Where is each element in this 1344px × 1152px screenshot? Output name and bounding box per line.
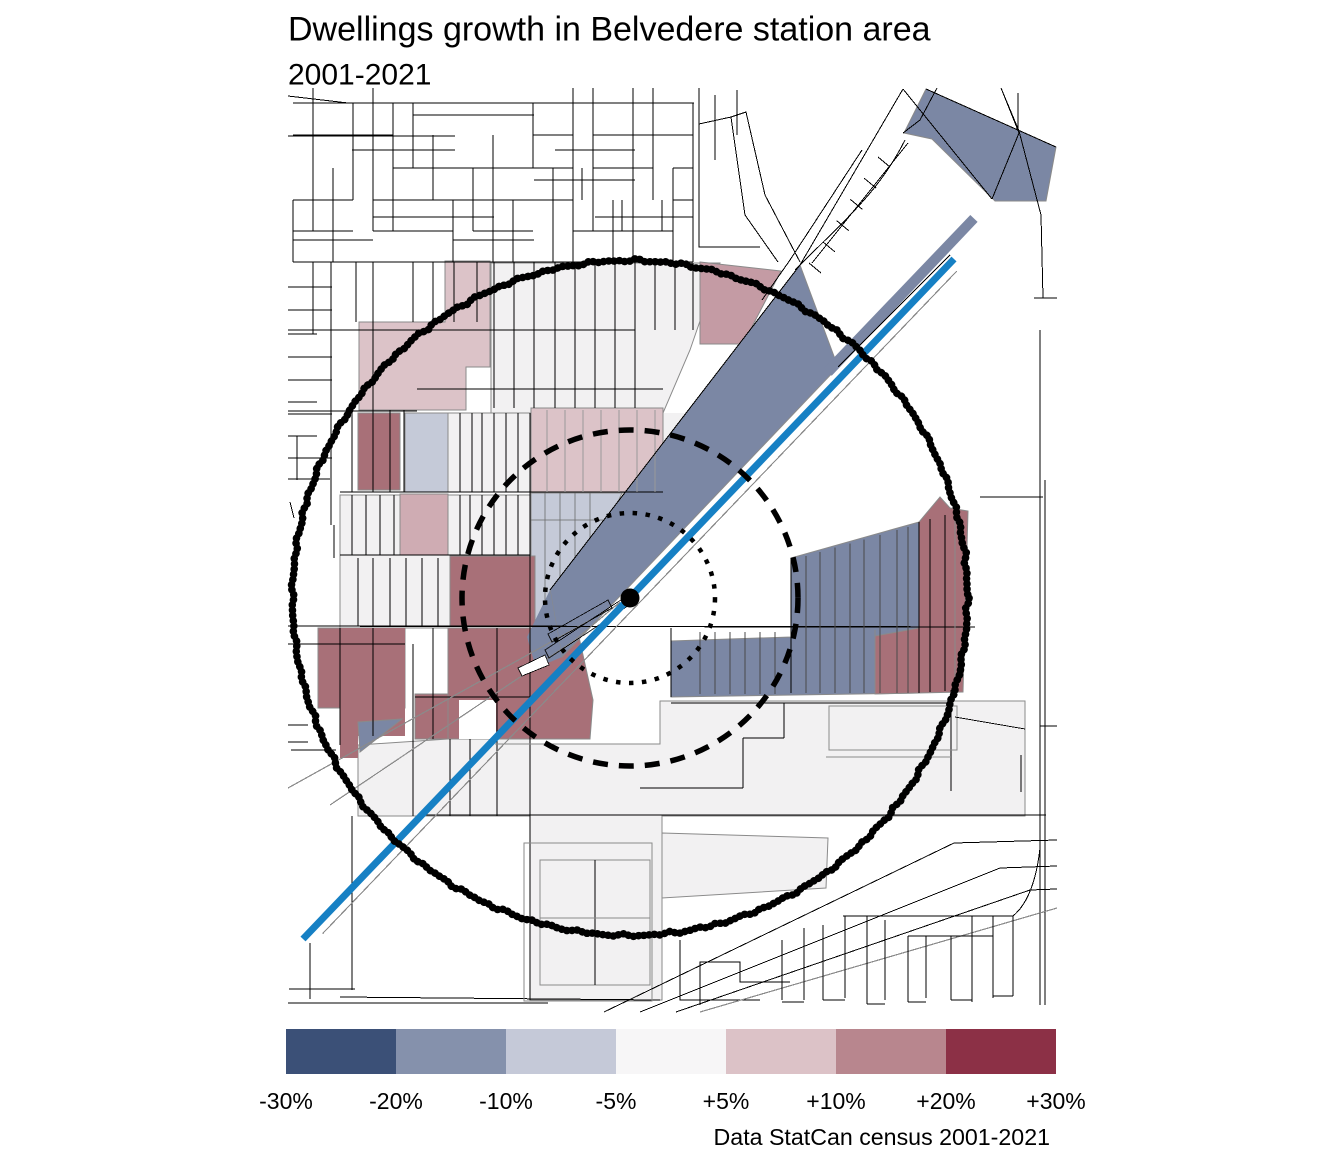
svg-text:+20%: +20%: [916, 1088, 975, 1114]
svg-text:Data StatCan census 2001-2021: Data StatCan census 2001-2021: [714, 1124, 1050, 1150]
svg-text:-30%: -30%: [259, 1088, 313, 1114]
svg-text:2001-2021: 2001-2021: [288, 59, 431, 92]
svg-text:Dwellings growth in Belvedere: Dwellings growth in Belvedere station ar…: [288, 11, 931, 49]
svg-text:-5%: -5%: [596, 1088, 637, 1114]
svg-text:-20%: -20%: [369, 1088, 423, 1114]
svg-text:+30%: +30%: [1026, 1088, 1085, 1114]
svg-text:+5%: +5%: [703, 1088, 750, 1114]
svg-text:+10%: +10%: [806, 1088, 865, 1114]
svg-text:-10%: -10%: [479, 1088, 533, 1114]
